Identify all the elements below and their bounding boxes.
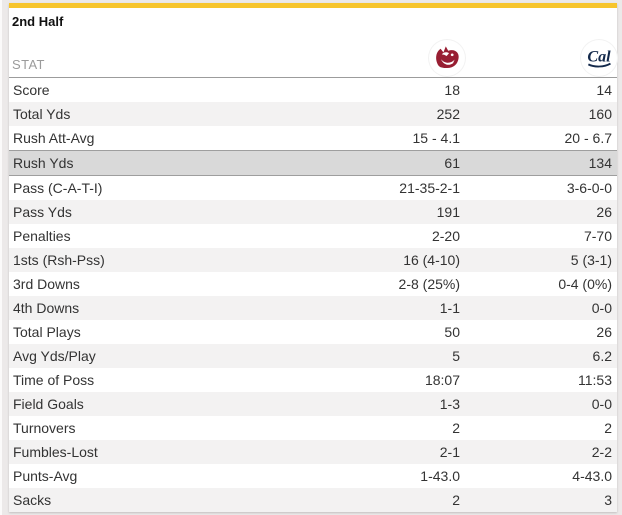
stat-label: Rush Att-Avg (13, 130, 95, 146)
team2-value: 160 (588, 106, 612, 122)
team1-value: 18:07 (424, 372, 460, 388)
stat-label: 3rd Downs (13, 276, 80, 292)
team2-value: 0-4 (0%) (558, 276, 612, 292)
team2-value: 4-43.0 (572, 468, 612, 484)
team2-value: 11:53 (578, 372, 612, 388)
table-row: Sacks 2 3 (9, 488, 617, 512)
team2-value: 20 - 6.7 (564, 130, 612, 146)
table-row: Rush Att-Avg 15 - 4.1 20 - 6.7 (9, 126, 617, 151)
team2-value: 26 (596, 204, 612, 220)
team2-value: 134 (588, 155, 612, 171)
team1-value: 2-1 (439, 444, 460, 460)
stat-label: Time of Poss (13, 372, 95, 388)
table-row: Score 18 14 (9, 78, 617, 103)
team2-value: 6.2 (592, 348, 612, 364)
team1-value: 2 (452, 492, 460, 508)
table-row: 3rd Downs 2-8 (25%) 0-4 (0%) (9, 272, 617, 296)
team1-value: 1-1 (439, 300, 460, 316)
team2-value: 0-0 (591, 396, 612, 412)
team1-value: 61 (444, 155, 460, 171)
team1-value: 16 (4-10) (403, 252, 460, 268)
team1-value: 18 (444, 82, 460, 98)
stat-label: Pass Yds (13, 204, 72, 220)
table-row: Pass (C-A-T-I) 21-35-2-1 3-6-0-0 (9, 176, 617, 201)
stat-label: Pass (C-A-T-I) (13, 180, 103, 196)
team1-value: 2-8 (25%) (398, 276, 460, 292)
svg-text:Cal: Cal (587, 48, 611, 65)
table-row: Total Yds 252 160 (9, 102, 617, 126)
team2-value: 7-70 (583, 228, 612, 244)
team1-value: 21-35-2-1 (399, 180, 460, 196)
card-title: 2nd Half (12, 14, 64, 29)
stat-label: Fumbles-Lost (13, 444, 98, 460)
team1-value: 5 (452, 348, 460, 364)
stat-label: Penalties (13, 228, 71, 244)
table-header-row: STAT (9, 36, 617, 78)
team1-value: 252 (436, 106, 460, 122)
table-row: Turnovers 2 2 (9, 416, 617, 440)
table-row: Avg Yds/Play 5 6.2 (9, 344, 617, 368)
team2-value: 2-2 (591, 444, 612, 460)
stat-label: Total Plays (13, 324, 81, 340)
stat-label: 1sts (Rsh-Pss) (13, 252, 105, 268)
table-row: Field Goals 1-3 0-0 (9, 392, 617, 416)
team2-value: 3-6-0-0 (566, 180, 612, 196)
stat-label: Punts-Avg (13, 468, 78, 484)
team2-value: 3 (604, 492, 612, 508)
table-row: Punts-Avg 1-43.0 4-43.0 (9, 464, 617, 488)
team2-value: 0-0 (591, 300, 612, 316)
team1-value: 191 (436, 204, 460, 220)
team2-value: 14 (596, 82, 612, 98)
page-left-edge (0, 0, 2, 515)
team2-value: 5 (3-1) (570, 252, 612, 268)
stat-label: Score (13, 82, 50, 98)
cal-script-logo: Cal (581, 40, 617, 76)
table-row: Pass Yds 191 26 (9, 200, 617, 224)
team1-value: 2 (452, 420, 460, 436)
team2-value: 2 (604, 420, 612, 436)
accent-bar (9, 3, 617, 8)
stats-card: 2nd Half STAT (9, 3, 617, 512)
stat-label: Sacks (13, 492, 52, 508)
team2-header: Cal (465, 36, 617, 78)
wsu-cougars-logo (429, 40, 465, 76)
team2-value: 26 (596, 324, 612, 340)
table-row: Total Plays 50 26 (9, 320, 617, 344)
stat-column-header: STAT (12, 57, 45, 72)
team1-value: 1-43.0 (420, 468, 460, 484)
team1-value: 2-20 (431, 228, 460, 244)
table-row: Penalties 2-20 7-70 (9, 224, 617, 248)
table-row: 4th Downs 1-1 0-0 (9, 296, 617, 320)
table-row: 1sts (Rsh-Pss) 16 (4-10) 5 (3-1) (9, 248, 617, 272)
stat-label: 4th Downs (13, 300, 80, 316)
team1-value: 1-3 (439, 396, 460, 412)
team1-value: 50 (444, 324, 460, 340)
table-row: Fumbles-Lost 2-1 2-2 (9, 440, 617, 464)
stat-label: Avg Yds/Play (13, 348, 96, 364)
team1-value: 15 - 4.1 (412, 130, 460, 146)
stat-label: Field Goals (13, 396, 84, 412)
team1-header (313, 36, 465, 78)
stat-label: Rush Yds (13, 155, 74, 171)
team-stats-table: STAT (9, 36, 617, 512)
stat-label: Turnovers (13, 420, 76, 436)
table-row: Time of Poss 18:07 11:53 (9, 368, 617, 392)
table-row: Rush Yds 61 134 (9, 150, 617, 176)
stat-label: Total Yds (13, 106, 71, 122)
